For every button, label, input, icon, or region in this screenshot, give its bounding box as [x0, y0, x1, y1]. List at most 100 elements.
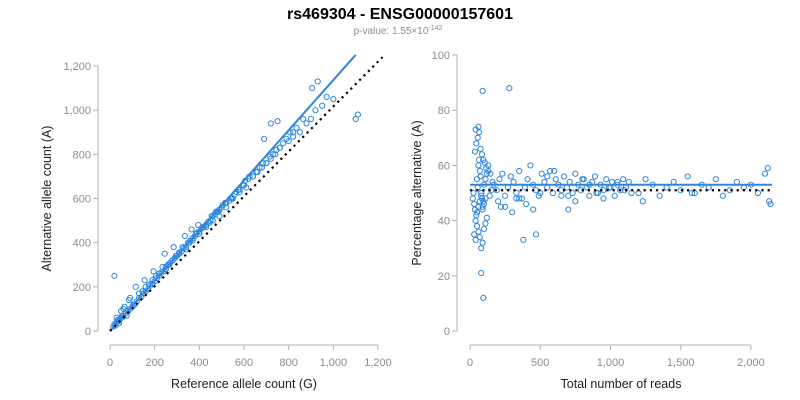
- y-tick-label: 800: [73, 149, 91, 161]
- data-point: [546, 167, 554, 175]
- data-point: [482, 195, 489, 202]
- data-point: [283, 135, 290, 142]
- data-point: [473, 176, 481, 183]
- data-point: [266, 153, 273, 160]
- data-point: [513, 195, 520, 202]
- data-point: [477, 145, 484, 152]
- data-point: [486, 192, 493, 199]
- data-point: [181, 232, 188, 240]
- data-point: [309, 84, 316, 92]
- x-tick-label: 1,200: [364, 357, 392, 369]
- x-tick-label: 1,500: [667, 357, 695, 369]
- data-point: [111, 272, 118, 279]
- data-point: [473, 223, 481, 230]
- data-point: [166, 261, 173, 268]
- data-point: [544, 173, 551, 180]
- data-point: [253, 168, 260, 176]
- data-point: [487, 170, 494, 177]
- data-point: [642, 176, 649, 183]
- data-point: [216, 213, 223, 220]
- y-tick-label: 20: [438, 271, 450, 283]
- data-point: [572, 170, 579, 177]
- data-point: [538, 170, 545, 177]
- data-point: [551, 167, 558, 175]
- data-point: [272, 151, 279, 158]
- data-point: [274, 118, 281, 125]
- panel-percentage-alternative: 0 20 40 60 80 100 0 500 1,000 1,500 2,000 Total num…: [410, 50, 774, 391]
- data-point: [195, 221, 202, 229]
- data-point: [476, 167, 483, 175]
- data-point: [293, 124, 300, 131]
- data-point: [290, 133, 297, 140]
- data-point: [549, 189, 556, 197]
- data-point: [523, 200, 530, 208]
- data-point: [565, 192, 572, 199]
- data-point: [483, 214, 490, 221]
- x-tick-label: 0: [107, 357, 113, 369]
- x-tick-label: 200: [145, 357, 163, 369]
- data-point: [530, 206, 537, 213]
- data-point: [475, 162, 482, 169]
- data-point: [159, 263, 166, 271]
- data-point: [524, 176, 531, 183]
- data-point: [188, 226, 195, 233]
- data-point: [507, 173, 514, 180]
- data-point: [469, 195, 476, 202]
- data-point: [603, 176, 610, 183]
- y-tick-label: 400: [73, 238, 91, 250]
- data-point: [496, 176, 503, 183]
- chart-title: rs469304 - ENSG00000157601: [287, 6, 513, 23]
- data-point: [497, 203, 505, 210]
- data-point: [478, 192, 485, 199]
- data-point: [319, 102, 326, 109]
- y-tick-label: 200: [73, 282, 91, 294]
- data-point: [506, 85, 513, 92]
- data-point: [279, 140, 287, 147]
- data-point: [472, 126, 479, 133]
- fit-line: [109, 54, 357, 332]
- data-point: [125, 296, 133, 304]
- data-point: [620, 176, 627, 183]
- data-point: [470, 189, 477, 197]
- data-point: [754, 189, 762, 197]
- x-axis-label: Total number of reads: [561, 377, 682, 391]
- data-point: [499, 170, 506, 177]
- data-point: [481, 159, 488, 166]
- data-point: [473, 209, 481, 216]
- y-tick-label: 0: [85, 326, 91, 338]
- data-point: [712, 176, 719, 183]
- data-point: [565, 206, 572, 213]
- data-point: [684, 173, 691, 180]
- data-point: [476, 234, 483, 241]
- data-point: [482, 176, 489, 183]
- data-point: [150, 268, 157, 275]
- data-point: [121, 303, 128, 310]
- data-point: [258, 164, 265, 171]
- data-point: [249, 173, 257, 180]
- data-point: [764, 165, 771, 172]
- data-point: [192, 230, 200, 237]
- x-tick-label: 1,000: [597, 357, 625, 369]
- y-tick-label: 40: [438, 216, 450, 228]
- data-point: [354, 111, 361, 118]
- data-point: [208, 213, 215, 220]
- data-point: [330, 96, 337, 103]
- data-point: [480, 294, 487, 301]
- chart-subtitle: p-value: 1.55×10-142: [354, 25, 443, 37]
- data-point: [186, 239, 193, 246]
- data-point: [471, 148, 479, 155]
- data-point: [502, 203, 509, 210]
- x-tick-label: 500: [531, 357, 549, 369]
- data-point: [473, 211, 480, 219]
- data-point: [312, 107, 319, 114]
- data-point: [256, 164, 263, 171]
- data-point: [212, 208, 220, 215]
- data-point: [161, 250, 168, 257]
- data-point: [172, 252, 179, 260]
- data-point: [527, 162, 534, 169]
- data-point: [170, 243, 177, 251]
- data-point: [516, 195, 523, 202]
- data-point: [290, 129, 297, 136]
- data-point: [719, 192, 726, 199]
